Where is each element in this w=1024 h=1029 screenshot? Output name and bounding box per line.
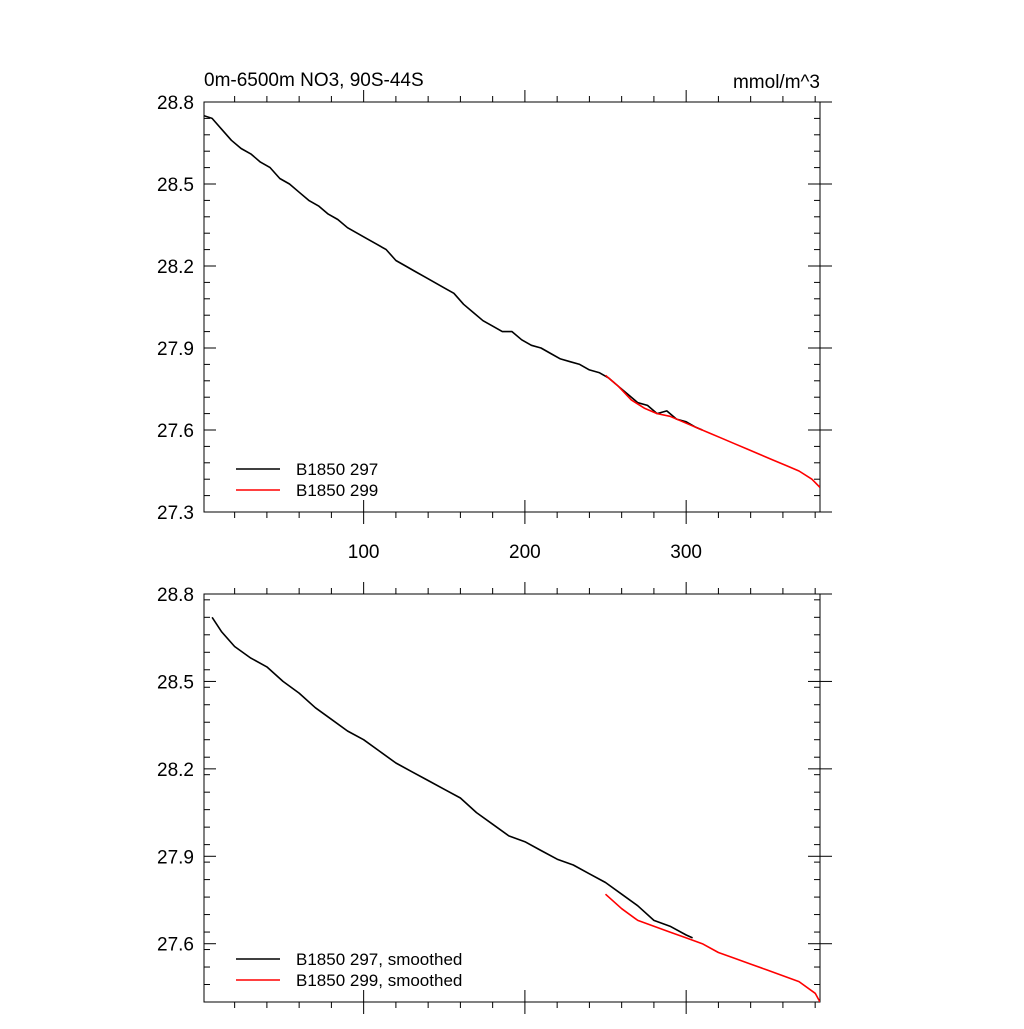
legend-label: B1850 299, smoothed bbox=[296, 971, 462, 990]
y-tick-label: 28.2 bbox=[157, 760, 194, 781]
series-line-b1850-299 bbox=[604, 374, 820, 488]
y-tick-label: 28.2 bbox=[157, 257, 194, 278]
legend-label: B1850 299 bbox=[296, 481, 378, 500]
x-tick-label: 200 bbox=[509, 542, 541, 563]
series-line-b1850-299 bbox=[604, 893, 820, 1002]
y-tick-label: 28.5 bbox=[157, 672, 194, 693]
chart-units: mmol/m^3 bbox=[733, 72, 820, 93]
series-line-b1850-297 bbox=[211, 616, 693, 939]
series-line-b1850-297 bbox=[204, 114, 703, 431]
y-tick-label: 27.9 bbox=[157, 847, 194, 868]
y-tick-label: 28.8 bbox=[157, 93, 194, 114]
series-group bbox=[204, 114, 820, 488]
plot-frame bbox=[203, 101, 821, 513]
y-tick-label: 27.6 bbox=[157, 935, 194, 956]
chart-title: 0m-6500m NO3, 90S-44S bbox=[204, 70, 424, 91]
panel-top: 27.3 27.6 27.9 28.2 28.5 28.8 100 200 300 0m-6500… bbox=[157, 70, 832, 563]
series-group bbox=[211, 616, 820, 1002]
x-tick-label: 100 bbox=[348, 542, 380, 563]
y-tick-label: 28.5 bbox=[157, 175, 194, 196]
y-tick-label: 27.6 bbox=[157, 421, 194, 442]
y-tick-label: 27.9 bbox=[157, 339, 194, 360]
legend-label: B1850 297 bbox=[296, 460, 378, 479]
legend-label: B1850 297, smoothed bbox=[296, 950, 462, 969]
y-tick-label: 28.8 bbox=[157, 585, 194, 606]
panel-bottom: 27.6 27.9 28.2 28.5 28.8 B1850 297, smoothed B… bbox=[157, 582, 832, 1014]
x-tick-label: 300 bbox=[670, 542, 702, 563]
y-tick-label: 27.3 bbox=[157, 503, 194, 524]
plot-frame bbox=[203, 593, 821, 1003]
